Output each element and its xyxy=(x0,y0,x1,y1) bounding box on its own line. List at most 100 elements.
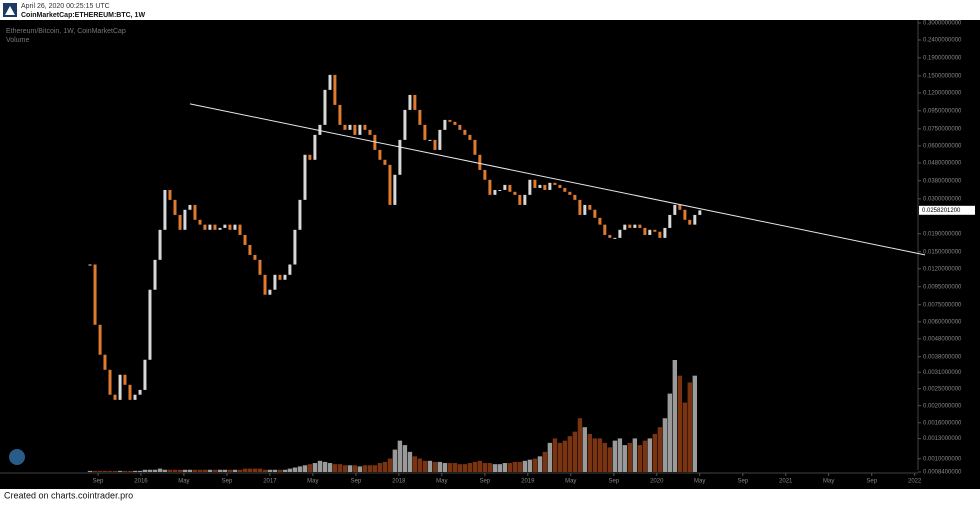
candle xyxy=(298,199,302,230)
y-tick-label: 0.1900000000 xyxy=(923,55,962,61)
candle xyxy=(573,194,577,200)
candle xyxy=(698,210,702,215)
candle xyxy=(233,224,237,230)
candle xyxy=(178,214,182,230)
volume-bar xyxy=(277,469,283,472)
x-tick-label: Sep xyxy=(866,479,877,485)
candle xyxy=(408,94,412,110)
y-tick-label: 0.1500000000 xyxy=(923,73,962,79)
volume-bar xyxy=(562,440,568,472)
volume-bar xyxy=(132,470,138,472)
volume-bar xyxy=(157,468,163,472)
candle xyxy=(163,189,167,230)
candle xyxy=(113,394,117,400)
y-tick-label: 0.0120000000 xyxy=(923,266,962,272)
candle xyxy=(428,139,432,141)
candle xyxy=(328,74,332,90)
x-tick-label: 2017 xyxy=(263,479,277,485)
candle xyxy=(388,164,392,205)
volume-bar xyxy=(262,469,268,472)
candle xyxy=(403,109,407,140)
volume-bar xyxy=(367,465,373,472)
candle xyxy=(393,174,397,205)
candle xyxy=(693,214,697,225)
volume-bar xyxy=(152,469,158,472)
volume-bar xyxy=(482,463,488,472)
volume-bar xyxy=(657,427,663,472)
candle xyxy=(618,229,622,238)
candle xyxy=(373,134,377,150)
candle xyxy=(148,289,152,360)
volume-bar xyxy=(87,470,93,472)
volume-bar xyxy=(387,458,393,472)
volume-bar xyxy=(142,469,148,472)
volume-bar xyxy=(637,445,643,472)
volume-bar xyxy=(472,461,478,472)
volume-bar xyxy=(427,460,433,472)
candle xyxy=(98,324,102,355)
candle xyxy=(553,182,557,185)
candle xyxy=(488,179,492,195)
x-tick-label: 2020 xyxy=(650,479,664,485)
volume-bar xyxy=(642,440,648,472)
volume-bar xyxy=(207,469,213,472)
candle xyxy=(313,134,317,160)
volume-bar xyxy=(172,469,178,472)
chart-title: Ethereum/Bitcoin, 1W, CoinMarketCap xyxy=(6,28,126,35)
y-tick-label: 0.0020000000 xyxy=(923,403,962,409)
volume-bar xyxy=(692,375,698,472)
volume-bar xyxy=(117,470,123,472)
volume-bar xyxy=(622,445,627,472)
candle xyxy=(483,169,487,180)
candle xyxy=(503,184,507,190)
candle xyxy=(398,139,402,175)
candle xyxy=(118,374,122,400)
candle xyxy=(353,124,357,135)
candle xyxy=(223,224,227,228)
x-tick-label: 2022 xyxy=(908,479,922,485)
candle xyxy=(688,219,692,225)
candle xyxy=(513,191,517,195)
y-tick-label: 0.0075000000 xyxy=(923,302,962,308)
candle xyxy=(88,264,92,266)
volume-bar xyxy=(672,360,678,472)
candle xyxy=(193,204,197,220)
logo-mark xyxy=(5,6,15,15)
footer-bar xyxy=(0,489,980,504)
volume-bar xyxy=(382,461,388,472)
candle xyxy=(678,204,682,210)
y-tick-label: 0.0480000000 xyxy=(923,161,962,167)
volume-bar xyxy=(312,463,318,472)
candle xyxy=(413,94,417,110)
candle xyxy=(93,264,97,325)
candle xyxy=(578,199,582,215)
candle xyxy=(478,154,482,170)
footer: Created on charts.cointrader.pro xyxy=(4,490,133,500)
candle xyxy=(588,204,592,210)
candle xyxy=(423,124,427,140)
volume-bar xyxy=(522,460,528,472)
volume-bar xyxy=(242,468,248,472)
volume-bar xyxy=(327,463,333,472)
candle xyxy=(108,369,112,395)
volume-bar xyxy=(452,463,458,472)
volume-bar xyxy=(267,469,273,472)
volume-bar xyxy=(457,464,463,472)
volume-bar xyxy=(232,469,238,472)
volume-bar xyxy=(297,466,303,472)
last-price-label: 0.0258201200 xyxy=(922,208,961,214)
volume-bar xyxy=(412,456,418,472)
volume-bar xyxy=(667,393,672,472)
candle xyxy=(303,154,307,200)
candle xyxy=(608,234,612,238)
volume-bar xyxy=(392,449,398,472)
volume-bar xyxy=(282,469,288,472)
volume-bar xyxy=(467,463,473,472)
candle xyxy=(203,224,207,230)
x-tick-label: Sep xyxy=(480,479,491,485)
candle xyxy=(348,124,352,130)
volume-bar xyxy=(92,470,98,472)
x-tick-label: 2016 xyxy=(134,479,148,485)
x-tick-label: 2019 xyxy=(521,479,535,485)
candle xyxy=(418,109,422,125)
